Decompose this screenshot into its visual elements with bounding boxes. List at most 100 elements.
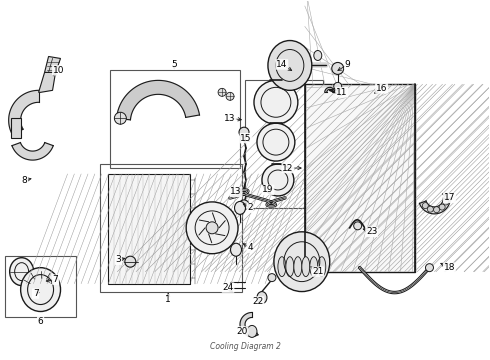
Ellipse shape [439, 204, 445, 210]
Bar [305, 84, 415, 272]
Ellipse shape [254, 80, 298, 124]
Text: 8: 8 [22, 176, 27, 185]
Ellipse shape [262, 164, 294, 196]
Bar [305, 84, 415, 272]
Bar [305, 84, 415, 272]
Ellipse shape [427, 206, 433, 212]
Text: 18: 18 [443, 263, 455, 272]
Text: 20: 20 [236, 327, 248, 336]
Ellipse shape [425, 264, 434, 272]
Bar [305, 84, 415, 272]
Bar [305, 84, 415, 272]
Bar [305, 84, 415, 272]
Polygon shape [39, 72, 55, 92]
Ellipse shape [314, 50, 322, 60]
Text: 15: 15 [240, 134, 252, 143]
Bar [305, 84, 415, 272]
Text: 7: 7 [52, 275, 58, 284]
Bar [305, 84, 415, 272]
Ellipse shape [268, 41, 312, 90]
Text: 7: 7 [33, 289, 39, 298]
Ellipse shape [434, 207, 440, 213]
Ellipse shape [239, 200, 249, 210]
Bar [305, 84, 415, 272]
Text: 12: 12 [282, 163, 294, 172]
Ellipse shape [274, 232, 330, 292]
Text: 21: 21 [312, 267, 323, 276]
Bar [305, 84, 415, 272]
Polygon shape [240, 312, 258, 336]
Text: 9: 9 [345, 60, 350, 69]
Ellipse shape [114, 112, 126, 124]
Ellipse shape [278, 257, 286, 276]
Ellipse shape [206, 222, 218, 234]
Ellipse shape [268, 274, 276, 282]
Bar [100, 164, 242, 292]
Bar [305, 84, 415, 272]
Bar [305, 84, 415, 272]
Bar [110, 71, 240, 168]
Bar [305, 84, 415, 272]
Ellipse shape [302, 257, 310, 276]
Bar [305, 84, 415, 272]
Ellipse shape [332, 62, 343, 75]
Text: 24: 24 [222, 283, 234, 292]
Text: 3: 3 [116, 255, 121, 264]
Bar [305, 84, 415, 272]
Bar [305, 84, 415, 272]
Bar [305, 84, 415, 272]
Ellipse shape [422, 203, 428, 208]
Bar [305, 84, 415, 272]
Polygon shape [325, 87, 335, 92]
Polygon shape [12, 143, 53, 160]
Text: 13: 13 [224, 114, 236, 123]
Bar [305, 84, 415, 272]
Text: 1: 1 [165, 295, 171, 304]
Bar [305, 84, 415, 272]
Text: 10: 10 [53, 66, 64, 75]
Bar [305, 84, 415, 272]
Ellipse shape [230, 243, 242, 256]
Bar [305, 84, 415, 272]
Bar [305, 84, 415, 272]
Text: 23: 23 [366, 227, 377, 236]
Ellipse shape [218, 88, 226, 96]
Bar [305, 84, 415, 272]
Ellipse shape [294, 257, 302, 276]
Bar [305, 84, 415, 272]
Text: 6: 6 [38, 317, 44, 326]
Bar [108, 174, 190, 284]
Ellipse shape [310, 257, 318, 276]
Text: Cooling Diagram 2: Cooling Diagram 2 [210, 342, 280, 351]
Ellipse shape [442, 199, 449, 205]
Bar [305, 84, 415, 272]
Text: 19: 19 [262, 185, 274, 194]
Bar [305, 84, 415, 272]
Bar [305, 84, 415, 272]
Bar [305, 84, 415, 272]
Ellipse shape [235, 201, 245, 214]
Text: 14: 14 [276, 60, 288, 69]
Ellipse shape [318, 257, 326, 276]
Polygon shape [117, 80, 199, 120]
Bar [305, 84, 415, 272]
Bar [5, 256, 76, 318]
Polygon shape [419, 198, 450, 214]
Bar [305, 84, 415, 272]
Ellipse shape [247, 325, 257, 337]
Bar [305, 84, 415, 272]
Bar [305, 84, 415, 272]
Bar [305, 84, 415, 272]
Bar [305, 84, 415, 272]
Bar [305, 84, 415, 272]
Ellipse shape [21, 268, 61, 311]
Polygon shape [11, 118, 21, 138]
Ellipse shape [239, 127, 249, 137]
Bar [305, 84, 415, 272]
Text: 11: 11 [336, 88, 347, 97]
Ellipse shape [354, 222, 362, 230]
Ellipse shape [125, 256, 136, 267]
Bar [305, 84, 415, 272]
Text: 2: 2 [247, 203, 253, 212]
Bar [305, 84, 415, 272]
